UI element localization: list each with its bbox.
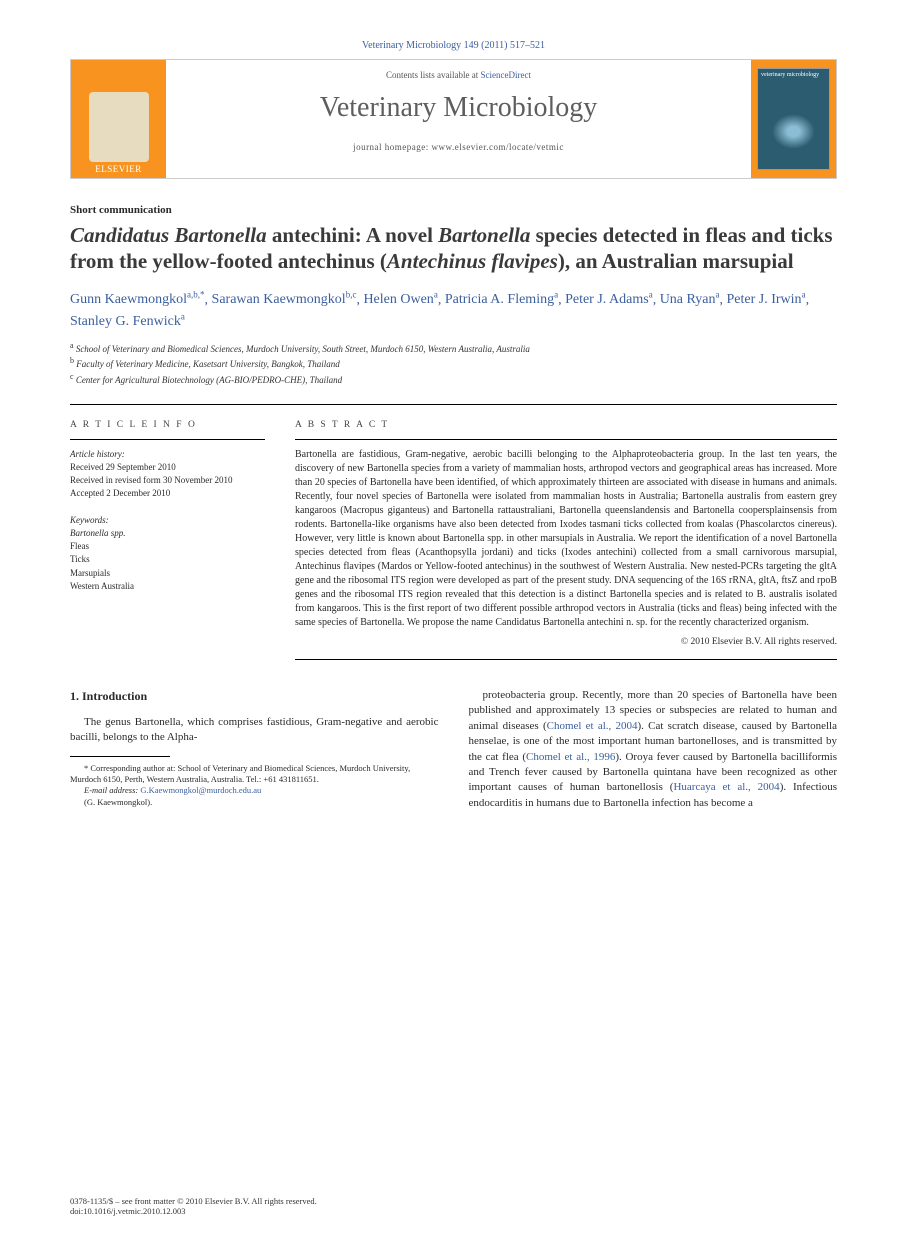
elsevier-tree-icon	[89, 92, 149, 162]
article-type: Short communication	[70, 204, 837, 216]
author-1: Gunn Kaewmongkola,b,*	[70, 292, 205, 307]
contents-prefix: Contents lists available at	[386, 70, 480, 80]
header-citation: Veterinary Microbiology 149 (2011) 517–5…	[70, 40, 837, 51]
title-part-1: Candidatus Bartonella	[70, 223, 267, 247]
author-3: Helen Owena	[363, 292, 437, 307]
journal-cover-thumb: veterinary microbiology	[757, 68, 830, 170]
email-footnote: E-mail address: G.Kaewmongkol@murdoch.ed…	[70, 785, 439, 796]
email-label: E-mail address:	[84, 785, 138, 795]
keyword: Ticks	[70, 553, 265, 566]
homepage-url[interactable]: www.elsevier.com/locate/vetmic	[432, 142, 564, 152]
ref-link[interactable]: Huarcaya et al., 2004	[673, 781, 779, 793]
keyword: Marsupials	[70, 567, 265, 580]
title-part-5: Antechinus flavipes	[387, 249, 558, 273]
affiliations: a School of Veterinary and Biomedical Sc…	[70, 340, 837, 387]
revised-date: Received in revised form 30 November 201…	[70, 474, 265, 487]
sciencedirect-link[interactable]: ScienceDirect	[481, 70, 531, 80]
doi-line: doi:10.1016/j.vetmic.2010.12.003	[70, 1206, 837, 1216]
article-info-heading: A R T I C L E I N F O	[70, 419, 265, 440]
received-date: Received 29 September 2010	[70, 461, 265, 474]
issn-line: 0378-1135/$ – see front matter © 2010 El…	[70, 1196, 837, 1206]
ref-link[interactable]: Chomel et al., 2004	[547, 720, 638, 732]
corr-footnote: * Corresponding author at: School of Vet…	[70, 763, 439, 786]
keyword: Fleas	[70, 540, 265, 553]
body-columns: 1. Introduction The genus Bartonella, wh…	[70, 688, 837, 811]
homepage-line: journal homepage: www.elsevier.com/locat…	[166, 142, 751, 152]
keyword: Bartonella spp.	[70, 527, 265, 540]
section-heading: 1. Introduction	[70, 688, 439, 705]
info-abstract-row: A R T I C L E I N F O Article history: R…	[70, 404, 837, 660]
body-left-column: 1. Introduction The genus Bartonella, wh…	[70, 688, 439, 811]
accepted-date: Accepted 2 December 2010	[70, 487, 265, 500]
body-para-right: proteobacteria group. Recently, more tha…	[469, 688, 838, 811]
abstract-text: Bartonella are fastidious, Gram-negative…	[295, 448, 837, 630]
affiliation-c: c Center for Agricultural Biotechnology …	[70, 371, 837, 387]
publisher-logo-block: ELSEVIER	[71, 60, 166, 178]
keyword: Western Australia	[70, 580, 265, 593]
author-7: Peter J. Irwina	[727, 292, 806, 307]
affiliation-b: b Faculty of Veterinary Medicine, Kasets…	[70, 355, 837, 371]
title-part-6: ), an Australian marsupial	[558, 249, 794, 273]
footnote-rule	[70, 756, 170, 757]
article-info: A R T I C L E I N F O Article history: R…	[70, 419, 265, 660]
history-label: Article history:	[70, 448, 265, 461]
title-part-3: Bartonella	[438, 223, 530, 247]
email-name: (G. Kaewmongkol).	[70, 797, 439, 808]
author-8: Stanley G. Fenwicka	[70, 314, 185, 329]
article-title: Candidatus Bartonella antechini: A novel…	[70, 222, 837, 275]
ref-link[interactable]: Chomel et al., 1996	[526, 751, 615, 763]
author-4: Patricia A. Fleminga	[445, 292, 558, 307]
author-2: Sarawan Kaewmongkolb,c	[212, 292, 357, 307]
banner-center: Contents lists available at ScienceDirec…	[166, 60, 751, 178]
body-para-left: The genus Bartonella, which comprises fa…	[70, 715, 439, 746]
affiliation-a: a School of Veterinary and Biomedical Sc…	[70, 340, 837, 356]
page-footer: 0378-1135/$ – see front matter © 2010 El…	[70, 1196, 837, 1216]
publisher-name: ELSEVIER	[95, 164, 142, 174]
abstract: A B S T R A C T Bartonella are fastidiou…	[295, 419, 837, 660]
homepage-prefix: journal homepage:	[353, 142, 431, 152]
abstract-heading: A B S T R A C T	[295, 419, 837, 439]
author-6: Una Ryana	[660, 292, 720, 307]
email-link[interactable]: G.Kaewmongkol@murdoch.edu.au	[140, 785, 261, 795]
journal-cover-block: veterinary microbiology	[751, 60, 836, 178]
copyright-line: © 2010 Elsevier B.V. All rights reserved…	[295, 636, 837, 660]
keywords-label: Keywords:	[70, 514, 265, 527]
body-right-column: proteobacteria group. Recently, more tha…	[469, 688, 838, 811]
journal-banner: ELSEVIER Contents lists available at Sci…	[70, 59, 837, 179]
journal-name: Veterinary Microbiology	[166, 92, 751, 124]
contents-line: Contents lists available at ScienceDirec…	[166, 70, 751, 80]
title-part-2: antechini: A novel	[267, 223, 439, 247]
author-5: Peter J. Adamsa	[565, 292, 653, 307]
cover-title: veterinary microbiology	[758, 69, 829, 81]
author-line: Gunn Kaewmongkola,b,*, Sarawan Kaewmongk…	[70, 289, 837, 332]
